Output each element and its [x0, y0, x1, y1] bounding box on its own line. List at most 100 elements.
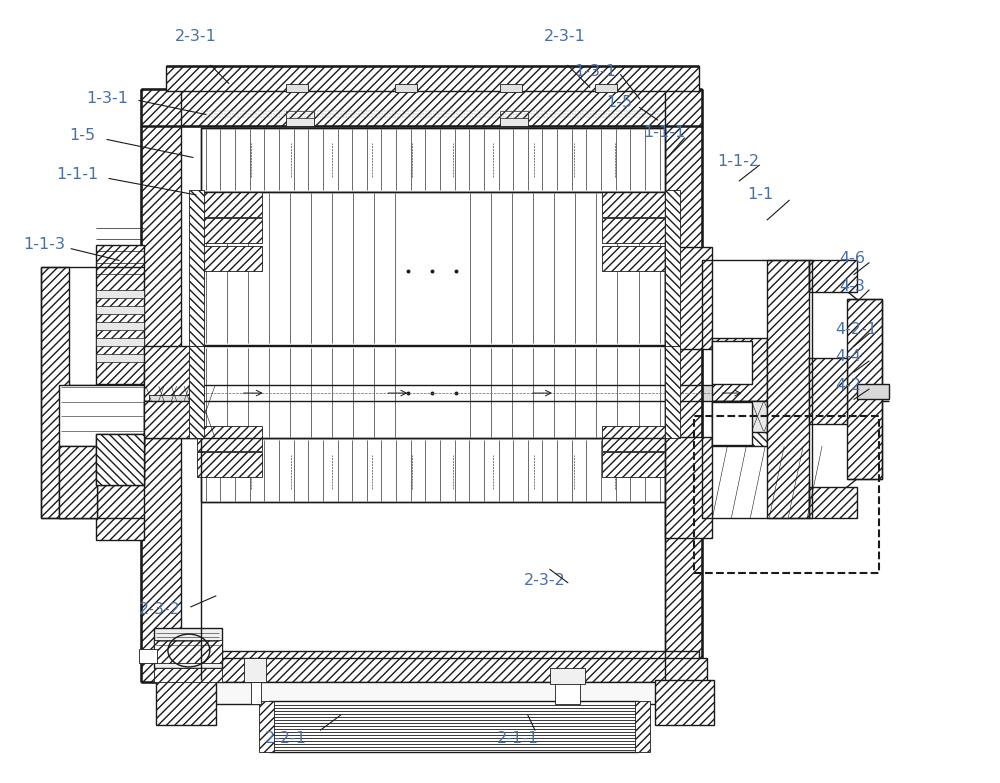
Bar [96, 306, 144, 314]
Bar [201, 346, 665, 438]
Bar [602, 218, 667, 244]
Bar [500, 112, 528, 126]
Bar [500, 84, 522, 92]
Text: 2-3-1: 2-3-1 [175, 29, 217, 44]
Bar [96, 399, 144, 539]
Bar [166, 66, 699, 91]
Bar [96, 384, 144, 427]
Bar [96, 338, 144, 346]
Bar [767, 261, 809, 518]
Bar [244, 659, 266, 682]
Bar [197, 218, 262, 244]
Bar [602, 453, 667, 478]
Bar [712, 338, 767, 401]
Text: 1-1-1: 1-1-1 [56, 167, 98, 182]
Bar [59, 385, 144, 448]
Bar [702, 261, 812, 518]
Bar [201, 192, 665, 345]
Bar [251, 682, 261, 704]
Text: 4-2: 4-2 [835, 377, 861, 393]
Bar [809, 261, 857, 291]
Text: 1-3-1: 1-3-1 [574, 64, 616, 79]
Bar [166, 651, 699, 682]
Bar [286, 110, 314, 118]
Bar [96, 385, 144, 401]
Bar [665, 346, 680, 438]
Bar [665, 88, 702, 682]
Bar [144, 401, 202, 438]
Bar [59, 446, 97, 518]
Text: 1-1-2: 1-1-2 [717, 153, 760, 169]
Bar [154, 668, 222, 682]
Bar [189, 346, 204, 438]
Bar [602, 247, 667, 272]
Bar [166, 88, 699, 126]
Bar [197, 247, 262, 272]
Bar [189, 190, 204, 346]
Bar [197, 426, 262, 451]
Bar [635, 702, 650, 752]
Bar [655, 680, 714, 725]
Text: 2-3-1: 2-3-1 [544, 29, 586, 44]
Bar [395, 84, 417, 92]
Bar [694, 417, 879, 572]
Bar [179, 659, 707, 682]
Bar [712, 401, 767, 446]
Text: 1-5: 1-5 [69, 128, 95, 143]
Text: 4-6: 4-6 [839, 251, 865, 266]
Bar [269, 702, 638, 752]
Bar [156, 680, 216, 725]
Text: 1-1-3: 1-1-3 [23, 237, 65, 252]
Bar [665, 437, 712, 538]
Text: 1-1-1: 1-1-1 [644, 125, 686, 140]
Bar [550, 669, 585, 684]
Text: 2-3-2: 2-3-2 [524, 573, 566, 588]
Bar [59, 446, 97, 518]
Bar [139, 649, 157, 663]
Bar [154, 628, 222, 669]
Bar [41, 267, 69, 518]
Bar [141, 88, 181, 682]
Text: 1-5: 1-5 [607, 96, 633, 110]
Bar [665, 190, 680, 346]
Bar [149, 395, 197, 407]
Bar [179, 682, 707, 704]
Bar [201, 438, 665, 502]
Bar [809, 487, 857, 518]
Text: 4-4: 4-4 [835, 349, 861, 364]
Bar [847, 299, 882, 479]
Bar [59, 385, 889, 401]
Bar [286, 112, 314, 126]
Text: 4-2-1: 4-2-1 [835, 322, 877, 337]
Bar [712, 341, 752, 384]
Bar [144, 346, 202, 401]
Bar [712, 401, 767, 432]
Bar [602, 426, 667, 451]
Text: 1-1: 1-1 [747, 187, 774, 202]
Bar [809, 358, 847, 424]
Bar [555, 682, 580, 704]
Bar [96, 354, 144, 362]
Bar [712, 402, 752, 445]
Bar [259, 702, 274, 752]
Bar [96, 245, 144, 385]
Bar [197, 453, 262, 478]
Bar [154, 640, 222, 663]
Text: 2-3-2: 2-3-2 [139, 602, 181, 618]
Bar [201, 128, 665, 192]
Text: 1-3-1: 1-3-1 [86, 92, 128, 106]
Bar [96, 290, 144, 298]
Bar [602, 192, 667, 217]
Bar [197, 192, 262, 217]
Bar [500, 110, 528, 118]
Bar [595, 84, 617, 92]
Text: 2-1-1: 2-1-1 [497, 731, 539, 746]
Bar [665, 247, 712, 348]
Bar [144, 401, 202, 438]
Bar [286, 84, 308, 92]
Bar [149, 417, 197, 429]
Text: 2-2-1: 2-2-1 [265, 731, 307, 746]
Bar [857, 384, 889, 399]
Text: 4-3: 4-3 [839, 279, 865, 294]
Bar [96, 322, 144, 330]
